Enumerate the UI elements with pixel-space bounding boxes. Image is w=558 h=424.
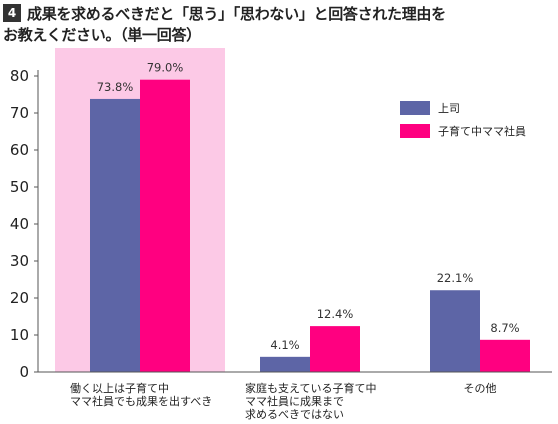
y-tick-label: 60 xyxy=(10,141,29,159)
legend-swatch xyxy=(400,101,430,115)
y-tick-label: 0 xyxy=(19,363,29,381)
legend-label: 子育て中ママ社員 xyxy=(438,124,526,138)
data-label: 12.4% xyxy=(317,307,354,321)
data-label: 8.7% xyxy=(490,321,519,335)
bar-mom-2 xyxy=(480,339,530,372)
y-tick-label: 10 xyxy=(10,326,29,344)
y-tick-label: 70 xyxy=(10,104,29,122)
category-label-line: 働く以上は子育て中 xyxy=(70,381,169,395)
bar-boss-1 xyxy=(260,356,310,372)
data-label: 73.8% xyxy=(97,80,134,94)
category-label-line: ママ社員でも成果を出すべき xyxy=(70,394,212,408)
category-label-line: 求めるべきではない xyxy=(245,408,344,421)
bar-boss-2 xyxy=(430,290,480,372)
question-number-badge: 4 xyxy=(3,4,21,22)
category-label: その他 xyxy=(464,382,497,395)
y-tick-label: 40 xyxy=(10,215,29,233)
bar-mom-0 xyxy=(140,79,190,372)
bar-boss-0 xyxy=(90,98,140,372)
data-label: 79.0% xyxy=(147,61,184,75)
chart-title-block: 4 成果を求めるべきだと「思う」「思わない」と回答された理由を お教えください。… xyxy=(3,2,555,48)
chart-title-line-2: お教えください。（単一回答） xyxy=(3,26,201,44)
category-label: 働く以上は子育て中ママ社員でも成果を出すべき xyxy=(70,381,212,408)
legend-label: 上司 xyxy=(438,102,460,115)
chart-title-line-1: 成果を求めるべきだと「思う」「思わない」と回答された理由を xyxy=(27,5,446,23)
data-label: 4.1% xyxy=(270,338,299,352)
y-tick-label: 50 xyxy=(10,178,29,196)
category-label-line: その他 xyxy=(464,382,497,395)
data-label: 22.1% xyxy=(437,271,474,285)
y-tick-label: 80 xyxy=(10,67,29,85)
legend-swatch xyxy=(400,124,430,138)
category-label: 家庭も支えている子育て中ママ社員に成果まで求めるべきではない xyxy=(245,381,376,421)
category-label-line: ママ社員に成果まで xyxy=(245,394,344,408)
bar-mom-1 xyxy=(310,326,360,372)
y-tick-label: 30 xyxy=(10,252,29,270)
category-label-line: 家庭も支えている子育て中 xyxy=(245,381,376,395)
y-tick-label: 20 xyxy=(10,289,29,307)
